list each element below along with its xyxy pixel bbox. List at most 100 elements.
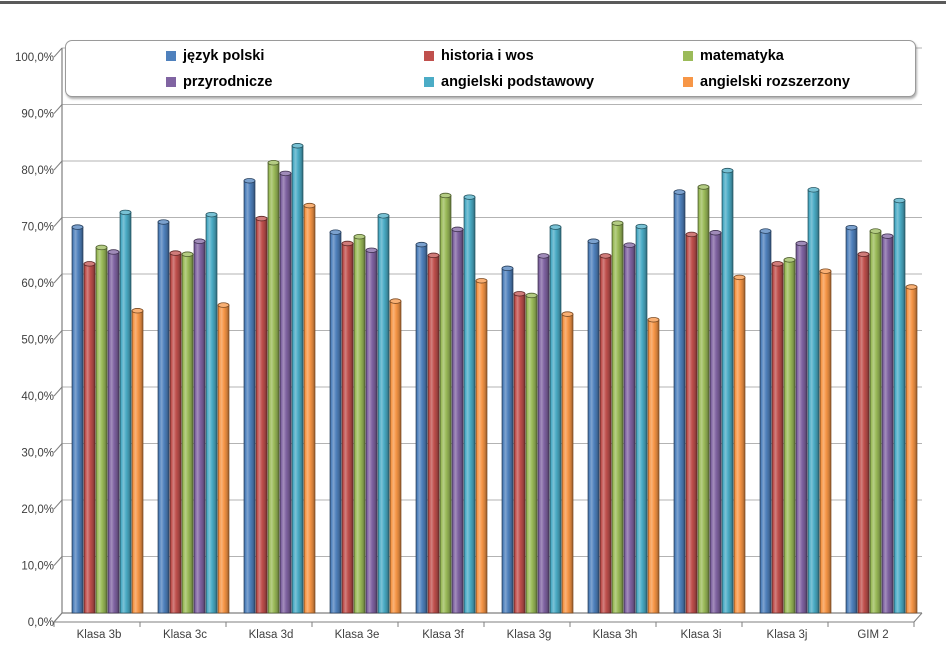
bar-cap [119, 209, 132, 216]
legend-swatch-icon [166, 51, 176, 61]
bar [709, 232, 722, 614]
bar [463, 196, 476, 614]
bar-cap [71, 224, 84, 230]
bar [169, 252, 182, 614]
bar [501, 268, 514, 614]
x-tick-label: Klasa 3f [422, 629, 464, 641]
bar [857, 253, 870, 614]
bar [587, 240, 600, 614]
bar-cap [365, 247, 378, 253]
bar-cap [439, 192, 452, 199]
y-axis-tick [53, 556, 63, 566]
x-tick-label: GIM 2 [857, 629, 888, 641]
bar-cap [389, 298, 402, 304]
y-tick-label: 80,0% [21, 165, 54, 177]
bar-cap [807, 187, 820, 193]
bar [611, 222, 624, 614]
bar [205, 214, 218, 614]
bar [475, 280, 488, 614]
x-tick-label: Klasa 3g [507, 629, 552, 641]
y-tick-label: 60,0% [21, 278, 54, 290]
bar-cap [647, 317, 660, 323]
bar-cap [353, 234, 366, 240]
bar [673, 191, 686, 614]
bar [279, 173, 292, 614]
y-axis-tick [53, 104, 63, 114]
bar [71, 226, 84, 614]
legend-item: przyrodnicze [166, 75, 272, 89]
x-tick-label: Klasa 3c [163, 629, 207, 641]
y-axis-tick [53, 47, 63, 58]
legend-swatch-icon [683, 77, 693, 87]
bar-cap [157, 219, 170, 225]
bar-cap [623, 242, 636, 248]
floor-right-slant [913, 612, 923, 623]
floor-left-slant [53, 612, 63, 623]
legend-label: matematyka [700, 48, 784, 64]
bar [131, 310, 144, 614]
bar-cap [857, 251, 870, 257]
bar-cap [475, 278, 488, 284]
bar [795, 243, 808, 614]
bar-cap [415, 241, 428, 248]
bar [427, 255, 440, 614]
y-axis-tick [53, 217, 63, 227]
legend-swatch-icon [424, 51, 434, 61]
bar-cap [291, 143, 304, 149]
bar-cap [525, 292, 538, 299]
bar-cap [131, 308, 144, 314]
y-axis-tick [53, 386, 63, 397]
bar-cap [685, 231, 698, 238]
bar [819, 270, 832, 614]
legend-item: historia i wos [424, 49, 534, 63]
bar [451, 229, 464, 614]
x-tick-label: Klasa 3j [767, 629, 808, 641]
legend-label: angielski rozszerzony [700, 74, 850, 90]
bar-cap [549, 224, 562, 230]
bar [303, 205, 316, 614]
bar [255, 218, 268, 614]
bar [119, 212, 132, 614]
bar [893, 200, 906, 614]
bar-cap [697, 184, 710, 190]
legend-swatch-icon [166, 77, 176, 87]
bar [697, 186, 710, 614]
bar [95, 247, 108, 614]
bar [377, 215, 390, 614]
y-tick-label: 20,0% [21, 504, 54, 516]
legend: język polski historia i wos matematyka przy… [65, 40, 916, 97]
y-axis-tick [53, 160, 63, 171]
y-tick-label: 70,0% [21, 222, 54, 234]
y-tick-label: 90,0% [21, 109, 54, 121]
x-tick-label: Klasa 3d [249, 629, 294, 641]
bar-cap [709, 230, 722, 236]
bar [365, 249, 378, 614]
bar-cap [795, 240, 808, 247]
bar [783, 259, 796, 614]
bar-cap [205, 211, 218, 218]
bar [353, 236, 366, 614]
legend-label: język polski [183, 48, 265, 64]
bar-cap [463, 194, 476, 200]
bar-cap [267, 159, 280, 166]
legend-item: język polski [166, 49, 264, 63]
y-tick-label: 50,0% [21, 335, 54, 347]
y-axis-tick [53, 330, 63, 340]
y-axis-tick [53, 499, 63, 510]
bar-cap [721, 167, 734, 174]
bar [389, 300, 402, 614]
bar-cap [243, 178, 256, 184]
bar [623, 244, 636, 614]
bar-cap [759, 228, 772, 234]
bar-cap [561, 311, 574, 317]
bar-cap [881, 233, 894, 239]
bar [291, 145, 304, 614]
bar-cap [819, 268, 832, 274]
legend-item: angielski podstawowy [424, 75, 594, 89]
bar-cap [733, 274, 746, 281]
legend-label: przyrodnicze [183, 74, 273, 90]
bar-cap [587, 238, 600, 244]
bar [267, 162, 280, 614]
